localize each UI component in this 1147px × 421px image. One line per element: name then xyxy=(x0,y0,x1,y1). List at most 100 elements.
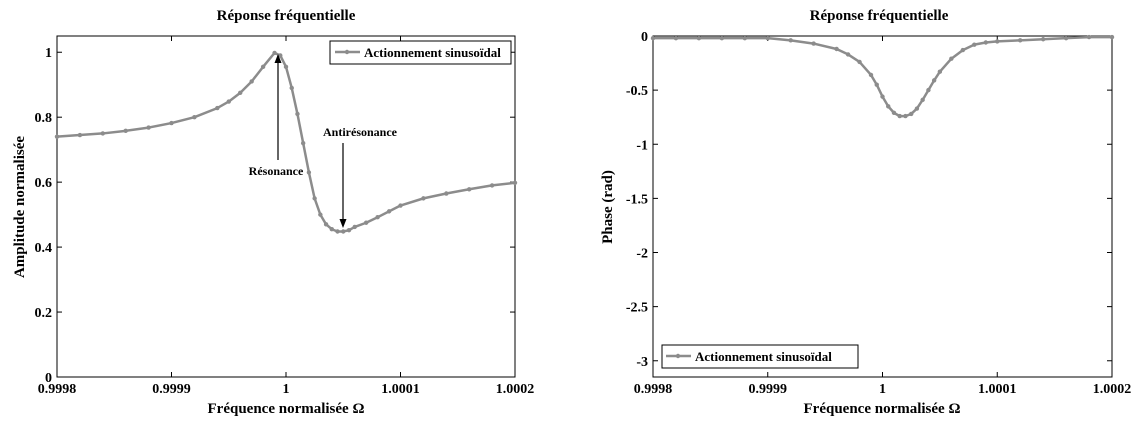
amplitude-y-tick-label: 0 xyxy=(45,371,52,386)
amplitude-x-tick-label: 1 xyxy=(283,382,290,397)
resonance-label: Résonance xyxy=(249,164,304,178)
resonance-annotation: Résonance xyxy=(249,54,304,178)
amplitude-data-point xyxy=(238,90,243,96)
amplitude-data-point xyxy=(300,140,306,146)
phase-data-point xyxy=(788,38,793,43)
phase-data-point xyxy=(1109,34,1115,40)
phase-chart: Réponse fréquentielle 0.9998 0.9999 1 1.000… xyxy=(600,8,1131,417)
antiresonance-arrowhead xyxy=(339,219,347,228)
phase-series xyxy=(650,34,1115,119)
amplitude-data-point xyxy=(386,209,392,214)
phase-x-tick-label: 0.9999 xyxy=(749,382,788,397)
phase-y-tick-label: -1.5 xyxy=(626,192,648,207)
phase-data-point xyxy=(673,35,679,41)
amplitude-data-point xyxy=(323,222,329,227)
amplitude-y-tick-label: 0.6 xyxy=(35,176,53,191)
amplitude-data-point xyxy=(346,228,352,233)
amplitude-data-point xyxy=(249,79,254,84)
phase-data-point xyxy=(650,35,656,41)
amplitude-data-point xyxy=(77,132,83,138)
phase-data-point xyxy=(960,47,966,53)
amplitude-data-point xyxy=(192,114,197,120)
phase-y-tick-label: -3 xyxy=(636,355,648,370)
phase-data-point xyxy=(834,46,839,52)
phase-data-point xyxy=(1063,35,1069,41)
phase-data-point xyxy=(891,110,897,116)
amplitude-data-point xyxy=(312,196,317,201)
amplitude-legend-label: Actionnement sinusoïdal xyxy=(364,45,501,60)
amplitude-series xyxy=(54,50,518,234)
amplitude-data-point xyxy=(123,128,128,134)
phase-data-point xyxy=(1018,38,1023,43)
phase-y-tick-label: -2.5 xyxy=(626,301,648,316)
phase-legend-box xyxy=(661,344,859,369)
amplitude-data-point xyxy=(421,196,426,201)
amplitude-data-point xyxy=(352,224,357,230)
phase-data-point xyxy=(845,52,851,57)
amplitude-data-point xyxy=(260,64,266,70)
amplitude-data-point xyxy=(341,229,346,234)
phase-data-point xyxy=(972,42,977,47)
phase-data-point xyxy=(874,82,879,87)
amplitude-chart-title: Réponse fréquentielle xyxy=(217,8,356,24)
amplitude-data-point xyxy=(489,183,495,188)
amplitude-data-point xyxy=(467,187,472,192)
amplitude-data-point xyxy=(272,50,277,56)
phase-data-point xyxy=(926,87,931,93)
amplitude-data-point xyxy=(169,120,174,126)
amplitude-data-point xyxy=(363,220,369,225)
amplitude-plot-frame xyxy=(56,35,516,378)
phase-axis-ticks: 0.9998 0.9999 1 1.0001 1.0002 0 -0.5 -1 -1.5 -2 -2… xyxy=(626,30,1131,397)
amplitude-data-point xyxy=(329,227,334,232)
phase-data-point xyxy=(949,56,954,61)
amplitude-chart: Réponse fréquentielle 0.9998 0.9999 1 1.000… xyxy=(12,8,534,417)
phase-data-point xyxy=(897,113,902,119)
amplitude-x-tick-label: 1.0002 xyxy=(496,382,535,397)
amplitude-data-point xyxy=(306,170,312,175)
phase-data-point xyxy=(765,35,770,41)
amplitude-data-point xyxy=(283,64,289,70)
amplitude-ylabel: Amplitude normalisée xyxy=(12,136,28,278)
phase-data-point xyxy=(914,106,920,111)
amplitude-data-point xyxy=(215,105,220,111)
amplitude-data-point xyxy=(318,212,323,217)
phase-ylabel: Phase (rad) xyxy=(600,170,616,244)
amplitude-data-point xyxy=(512,180,518,185)
phase-data-point xyxy=(742,35,747,41)
amplitude-data-point xyxy=(100,131,106,136)
phase-xlabel: Fréquence normalisée Ω xyxy=(804,401,961,417)
amplitude-data-point xyxy=(444,191,449,196)
amplitude-data-point xyxy=(278,53,283,58)
phase-data-point xyxy=(811,41,816,46)
phase-x-tick-label: 1.0002 xyxy=(1093,382,1132,397)
phase-data-point xyxy=(931,78,937,83)
phase-legend-label: Actionnement sinusoïdal xyxy=(695,349,832,364)
phase-data-point xyxy=(886,104,891,109)
phase-data-point xyxy=(719,35,725,41)
phase-data-point xyxy=(903,113,908,119)
phase-data-point xyxy=(696,35,702,41)
phase-y-tick-label: -2 xyxy=(636,247,648,262)
amplitude-x-tick-label: 1.0001 xyxy=(381,382,420,397)
resonance-arrowhead xyxy=(274,54,282,63)
amplitude-data-point xyxy=(335,229,340,234)
amplitude-data-point xyxy=(295,111,300,117)
amplitude-y-tick-label: 1 xyxy=(45,46,52,61)
phase-x-tick-label: 1 xyxy=(879,382,886,397)
phase-chart-title: Réponse fréquentielle xyxy=(810,8,949,24)
phase-y-tick-label: -0.5 xyxy=(626,84,648,99)
phase-data-point xyxy=(937,69,943,74)
antiresonance-annotation: Antirésonance xyxy=(323,125,398,228)
phase-data-point xyxy=(995,39,1000,44)
phase-data-point xyxy=(920,97,925,103)
phase-data-point xyxy=(983,40,988,45)
amplitude-data-point xyxy=(226,99,231,104)
amplitude-data-point xyxy=(289,85,294,91)
phase-data-point xyxy=(1086,34,1092,40)
amplitude-y-tick-label: 0.2 xyxy=(35,306,53,321)
amplitude-data-point xyxy=(54,134,60,139)
phase-x-tick-label: 0.9998 xyxy=(634,382,673,397)
phase-series-line xyxy=(653,35,1112,118)
amplitude-legend-box xyxy=(329,40,512,65)
phase-legend-marker xyxy=(675,353,681,359)
